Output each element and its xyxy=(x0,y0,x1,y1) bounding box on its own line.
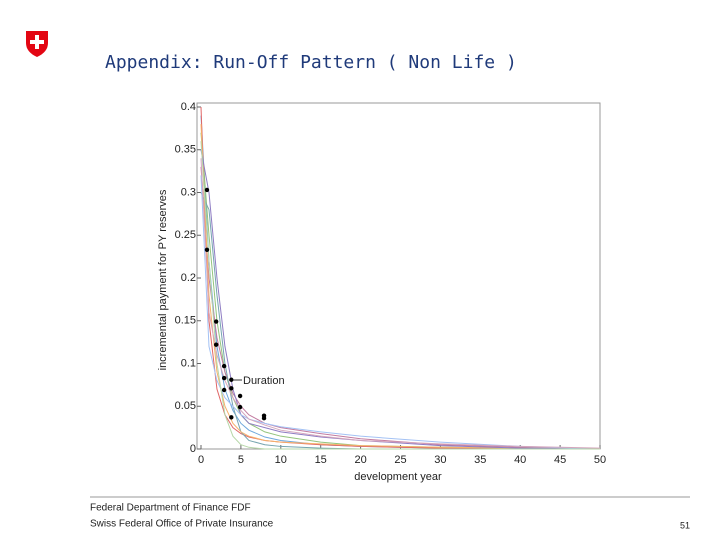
x-tick-label: 10 xyxy=(275,454,287,466)
duration-point xyxy=(261,416,267,421)
swiss-logo xyxy=(26,31,48,57)
x-tick-label: 15 xyxy=(315,454,327,466)
footer-line: Federal Department of Finance FDF xyxy=(90,503,251,514)
x-tick-label: 35 xyxy=(474,454,486,466)
duration-point xyxy=(221,375,227,381)
x-tick-label: 5 xyxy=(238,454,244,466)
duration-point xyxy=(204,187,210,193)
y-tick-label: 0.4 xyxy=(181,101,196,113)
duration-point xyxy=(229,386,234,391)
duration-point xyxy=(237,404,243,410)
y-tick-label: 0 xyxy=(190,443,196,455)
x-tick-label: 20 xyxy=(354,454,366,466)
curve xyxy=(200,141,600,450)
y-tick-label: 0.1 xyxy=(181,357,196,369)
curve xyxy=(200,124,601,450)
duration-point xyxy=(213,319,219,324)
x-tick-label: 30 xyxy=(434,454,446,466)
duration-point xyxy=(213,342,219,347)
annotation: Duration xyxy=(243,375,285,387)
y-axis-label: incremental payment for PY reserves xyxy=(157,189,169,370)
curve xyxy=(200,149,601,450)
curve xyxy=(200,175,601,450)
x-tick-label: 0 xyxy=(198,454,204,466)
duration-point xyxy=(204,247,210,252)
duration-point xyxy=(237,393,243,399)
y-tick-label: 0.3 xyxy=(181,186,196,198)
duration-point xyxy=(229,415,234,420)
x-tick-label: 40 xyxy=(514,454,526,466)
slide-title: Appendix: Run-Off Pattern ( Non Life ) xyxy=(105,52,517,73)
plot-frame xyxy=(196,102,601,450)
y-tick-label: 0.35 xyxy=(175,144,196,156)
duration-point xyxy=(229,377,234,382)
x-axis-label: development year xyxy=(354,471,442,483)
y-tick-label: 0.15 xyxy=(175,315,196,327)
x-tick-label: 45 xyxy=(554,454,566,466)
curve xyxy=(200,158,601,449)
y-tick-label: 0.2 xyxy=(181,272,196,284)
footer-line: Swiss Federal Office of Private Insuranc… xyxy=(90,519,274,530)
duration-point xyxy=(221,387,227,393)
x-tick-label: 25 xyxy=(394,454,406,466)
x-tick-label: 50 xyxy=(594,454,606,466)
duration-point xyxy=(221,363,227,369)
y-tick-label: 0.05 xyxy=(175,400,196,412)
page-number: 51 xyxy=(680,520,690,530)
y-tick-label: 0.25 xyxy=(175,229,196,241)
